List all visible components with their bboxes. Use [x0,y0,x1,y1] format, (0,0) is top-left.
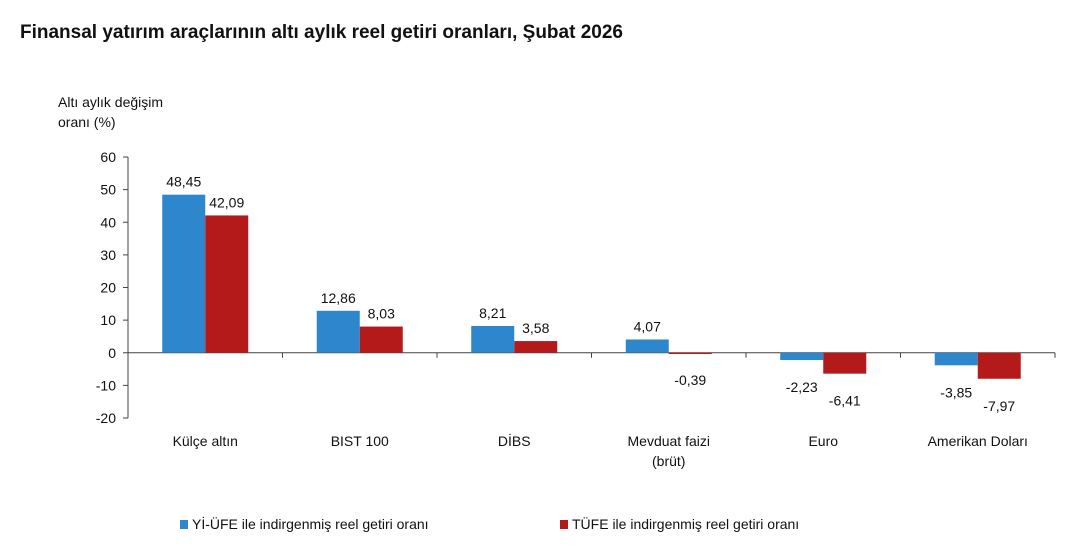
bar-yi-ufe [162,194,206,353]
y-axis-label: Altı aylık değişim oranı (%) [58,92,163,132]
bar-tufe [823,352,867,374]
category-label: Euro [808,433,838,449]
y-axis-label-line-2: oranı (%) [58,114,116,130]
bar-tufe [359,326,403,353]
y-tick-label: -10 [96,377,116,393]
bar-tufe [668,352,712,355]
bar-tufe [977,352,1021,379]
data-label: 12,86 [321,290,356,306]
category-label: Mevduat faizi [628,433,710,449]
y-axis-label-line-1: Altı aylık değişim [58,94,164,110]
category-label: (brüt) [652,453,685,469]
legend-item-yi-ufe: Yİ-ÜFE ile indirgenmiş reel getiri oranı [180,516,429,532]
bar-yi-ufe [316,310,360,353]
data-labels: Külçe altın BIST 100 DİBS Mevduat faizi (brü… [166,174,1028,469]
data-label: 3,58 [522,320,549,336]
bar-tufe [514,341,558,353]
data-label: -7,97 [983,398,1015,414]
data-label: -6,41 [829,393,861,409]
legend-swatch-yi-ufe [180,519,188,529]
chart-title: Finansal yatırım araçlarının altı aylık … [20,22,623,43]
data-label: 42,09 [209,194,244,210]
data-label: 4,07 [634,318,661,334]
category-label: Amerikan Doları [928,433,1028,449]
axes: 60 50 40 30 20 10 0 -10 -20 [96,149,1056,426]
category-label: BIST 100 [331,433,389,449]
data-label: 48,45 [166,174,201,190]
y-tick-label: 60 [100,149,116,165]
legend-label-tufe: TÜFE ile indirgenmiş reel getiri oranı [572,516,800,532]
y-tick-label: -20 [96,410,116,426]
bar-yi-ufe [780,352,824,361]
category-label: DİBS [498,432,531,449]
data-label: 8,21 [479,305,506,321]
bar-yi-ufe [625,339,669,353]
data-label: -2,23 [786,379,818,395]
bar-tufe [205,215,249,353]
legend-item-tufe: TÜFE ile indirgenmiş reel getiri oranı [560,516,799,532]
bar-yi-ufe [471,325,515,353]
y-tick-label: 0 [108,345,116,361]
y-tick-label: 50 [100,182,116,198]
y-tick-label: 10 [100,312,116,328]
bars [162,194,1021,379]
bar-yi-ufe [934,352,978,366]
y-tick-label: 20 [100,280,116,296]
data-label: -0,39 [674,372,706,388]
legend-label-yi-ufe: Yİ-ÜFE ile indirgenmiş reel getiri oranı [192,516,429,532]
y-tick-label: 40 [100,214,116,230]
legend-swatch-tufe [560,519,568,529]
data-label: 8,03 [368,306,395,322]
y-tick-label: 30 [100,247,116,263]
category-label: Külçe altın [173,433,238,449]
data-label: -3,85 [940,384,972,400]
